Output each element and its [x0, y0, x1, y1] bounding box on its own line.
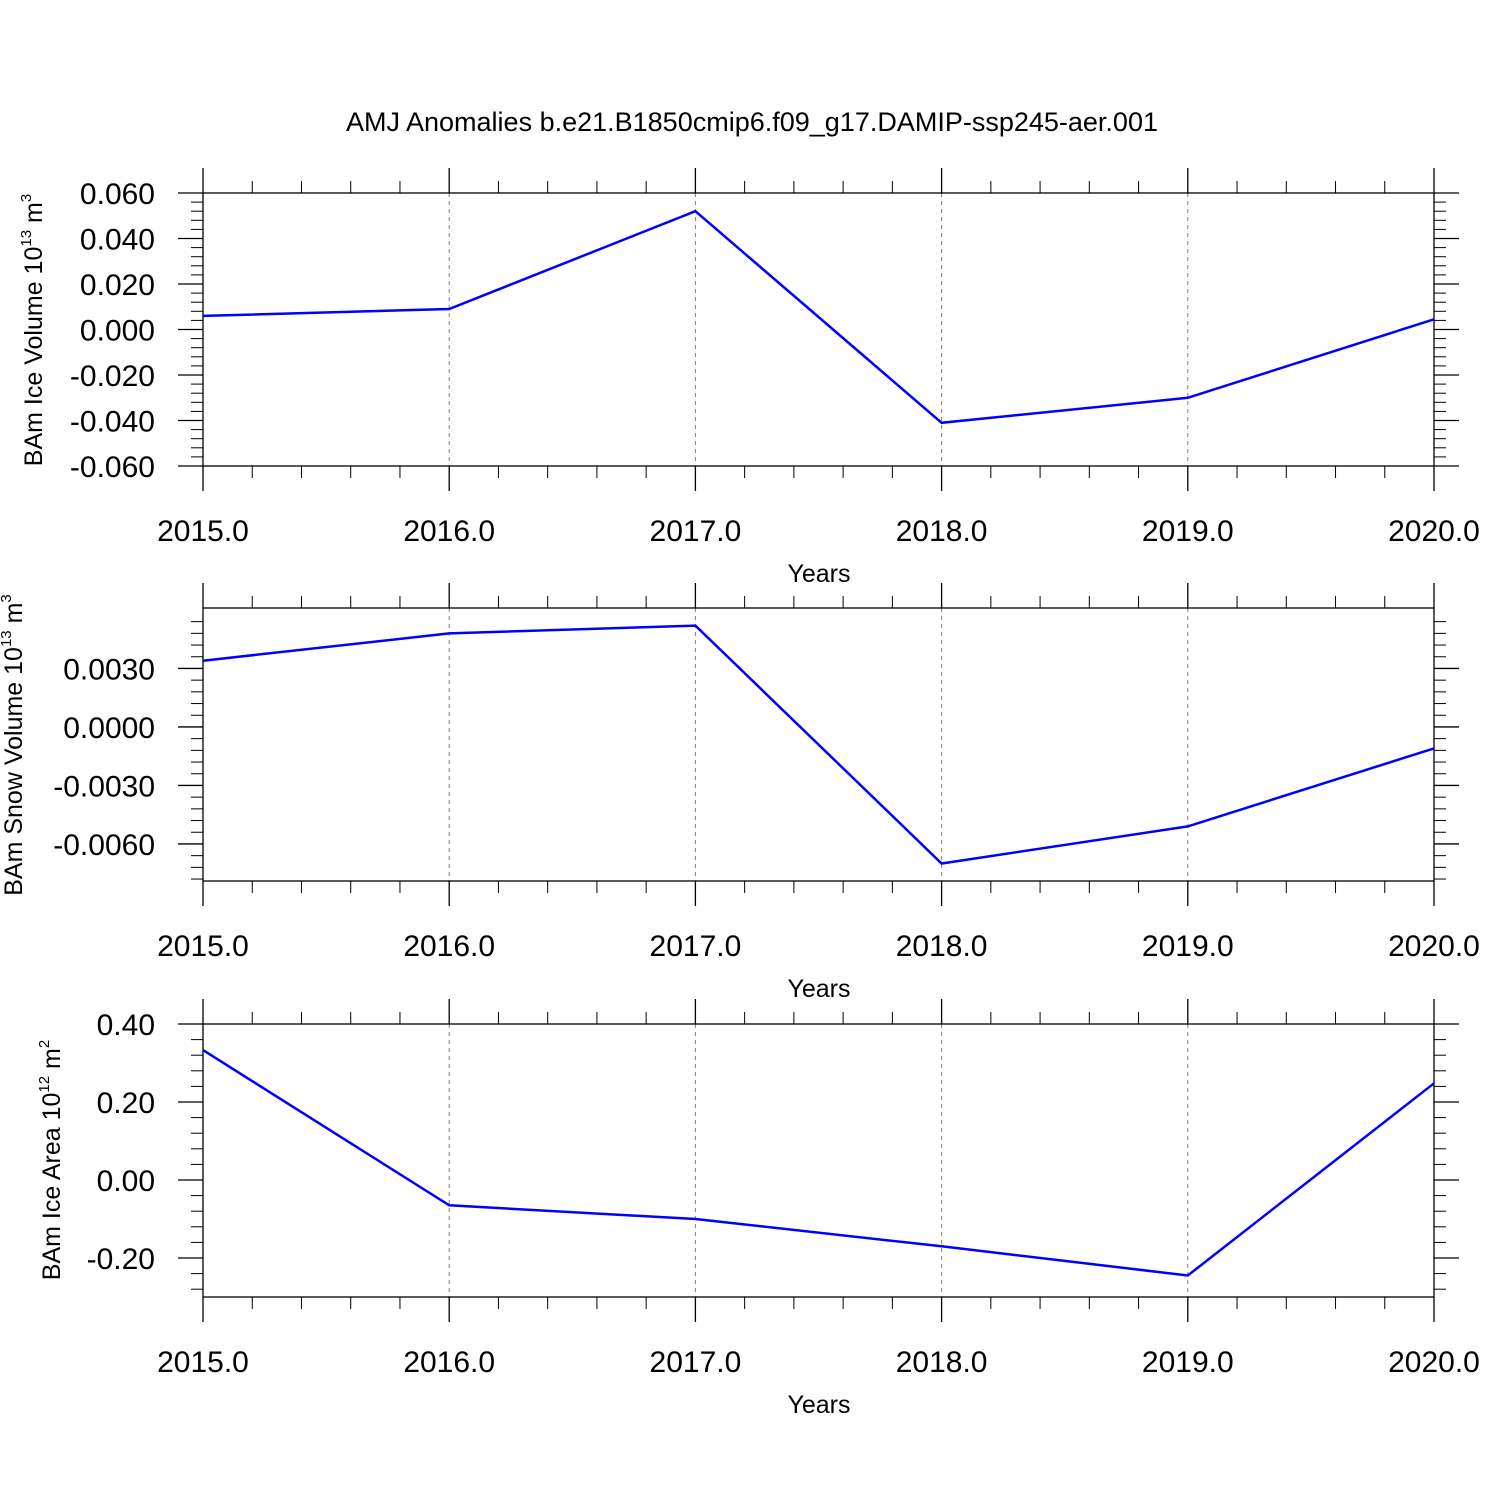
y-tick-label: -0.0030	[53, 770, 155, 803]
x-tick-label: 2019.0	[1142, 930, 1234, 963]
y-axis-label-part: m	[0, 603, 28, 631]
y-axis-label-part: m	[20, 202, 48, 230]
x-tick-label: 2015.0	[157, 515, 249, 548]
panel-3: 2015.0 2016.0 2017.0 2018.0 2019.0 2020.0 Year…	[36, 999, 1480, 1419]
x-tick-label: 2020.0	[1388, 930, 1480, 963]
y-axis-label-exponent: 13	[0, 630, 15, 647]
y-tick-label: 0.00	[97, 1165, 155, 1198]
y-tick-label: -0.040	[70, 406, 155, 439]
y-axis-label-exponent: 2	[36, 1040, 53, 1048]
y-tick-label: 0.40	[97, 1009, 155, 1042]
y-tick-label: -0.0060	[53, 829, 155, 862]
panel-2: 2015.0 2016.0 2017.0 2018.0 2019.0 2020.0 Year…	[0, 583, 1480, 1003]
y-tick-label: 0.0000	[63, 712, 155, 745]
y-axis-label: BAm Snow Volume 1013 m3	[0, 594, 28, 896]
x-axis-label: Years	[787, 975, 850, 1003]
y-tick-label: 0.20	[97, 1087, 155, 1120]
y-axis-label-exponent: 13	[18, 230, 35, 247]
y-axis-label-exponent: 3	[18, 194, 35, 202]
x-axis-label: Years	[787, 1391, 850, 1419]
x-tick-label: 2016.0	[403, 930, 495, 963]
x-tick-label: 2017.0	[650, 515, 742, 548]
series-line	[202, 209, 1435, 425]
y-axis-label: BAm Ice Area 1012 m2	[36, 1040, 66, 1280]
x-tick-label: 2018.0	[896, 930, 988, 963]
chart-title: AMJ Anomalies b.e21.B1850cmip6.f09_g17.D…	[346, 107, 1158, 137]
y-axis-label-exponent: 3	[0, 594, 15, 602]
y-tick-label: -0.020	[70, 360, 155, 393]
y-tick-label: 0.040	[80, 224, 155, 257]
y-tick-label: -0.060	[70, 451, 155, 484]
plot-frame	[202, 1023, 1435, 1298]
x-tick-label: 2020.0	[1388, 515, 1480, 548]
x-tick-label: 2016.0	[403, 1346, 495, 1379]
y-axis-label-part: m	[38, 1048, 66, 1076]
y-axis-label-part: BAm Ice Volume 10	[20, 247, 48, 467]
series-line	[202, 624, 1435, 865]
x-tick-label: 2018.0	[896, 515, 988, 548]
x-tick-label: 2017.0	[650, 1346, 742, 1379]
y-tick-label: -0.20	[87, 1243, 155, 1276]
x-tick-label: 2015.0	[157, 1346, 249, 1379]
x-tick-label: 2017.0	[650, 930, 742, 963]
x-tick-label: 2016.0	[403, 515, 495, 548]
panel-1: 2015.0 2016.0 2017.0 2018.0 2019.0 2020.0 Year…	[18, 168, 1480, 588]
y-axis-label-part: BAm Ice Area 10	[38, 1093, 66, 1281]
y-tick-label: 0.020	[80, 269, 155, 302]
y-tick-label: 0.060	[80, 178, 155, 211]
x-tick-label: 2019.0	[1142, 1346, 1234, 1379]
x-tick-label: 2020.0	[1388, 1346, 1480, 1379]
x-tick-label: 2015.0	[157, 930, 249, 963]
x-axis-label: Years	[787, 560, 850, 588]
y-axis-label: BAm Ice Volume 1013 m3	[18, 194, 48, 466]
plot-frame	[202, 192, 1435, 467]
series-line	[202, 1049, 1435, 1277]
y-tick-label: 0.0030	[63, 653, 155, 686]
y-axis-label-part: BAm Snow Volume 10	[0, 647, 28, 896]
x-tick-label: 2019.0	[1142, 515, 1234, 548]
x-tick-label: 2018.0	[896, 1346, 988, 1379]
y-tick-label: 0.000	[80, 315, 155, 348]
y-axis-label-exponent: 12	[36, 1076, 53, 1093]
plot-frame	[202, 607, 1435, 882]
